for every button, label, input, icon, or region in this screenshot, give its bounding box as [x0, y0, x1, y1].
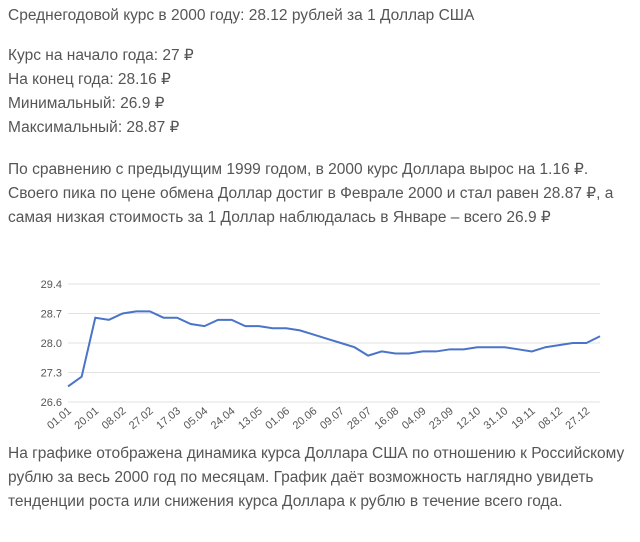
- line: [67, 310, 601, 388]
- x-tick-label: 17.03: [154, 405, 183, 432]
- description-text: На графике отображена динамика курса Дол…: [8, 445, 625, 510]
- stat: На конец года: 28.16 ₽: [8, 71, 171, 88]
- comparison-text: По сравнению с предыдущим 1999 годом, в …: [8, 161, 614, 226]
- y-tick-label: 28.7: [41, 309, 62, 321]
- x-tick-label: 09.07: [318, 405, 347, 432]
- y-tick-label: 28.0: [41, 338, 62, 350]
- y-tick-label: 26.6: [41, 397, 62, 409]
- average-text: Среднегодовой курс в 2000 году: 28.12 ру…: [8, 7, 475, 24]
- x-tick-label: 27.12: [563, 405, 592, 432]
- x-tick-label: 27.02: [127, 405, 156, 432]
- x-tick-label: 13.05: [236, 405, 265, 432]
- stat: Минимальный: 26.9 ₽: [8, 95, 165, 112]
- x-tick-label: 01.06: [263, 405, 292, 432]
- x-tick-label: 20.06: [291, 405, 320, 432]
- x-tick-label: 19.11: [510, 405, 538, 431]
- stat: Максимальный: 28.87 ₽: [8, 119, 180, 136]
- x-tick-label: 08.12: [536, 405, 565, 432]
- x-tick-label: 12.10: [454, 405, 483, 432]
- y-tick-label: 27.3: [41, 368, 62, 380]
- x-tick-label: 31.10: [482, 405, 511, 432]
- x-tick-label: 04.09: [400, 405, 429, 432]
- chart: 26.6 27.3 28.0 28.7 29.4 01.0120.0108.0227.02…: [41, 279, 601, 432]
- x-tick-label: 28.07: [345, 405, 374, 432]
- x-tick-label: 05.04: [182, 405, 211, 432]
- x-tick-label: 01.01: [45, 405, 74, 432]
- x-tick-label: 08.02: [100, 405, 129, 432]
- stat: Курс на начало года: 27 ₽: [8, 47, 194, 64]
- y-tick-label: 29.4: [41, 279, 62, 291]
- x-tick-label: 24.04: [209, 405, 238, 432]
- x-tick-label: 20.01: [72, 405, 101, 432]
- x-tick-label: 23.09: [427, 405, 456, 432]
- x-tick-label: 16.08: [373, 405, 402, 432]
